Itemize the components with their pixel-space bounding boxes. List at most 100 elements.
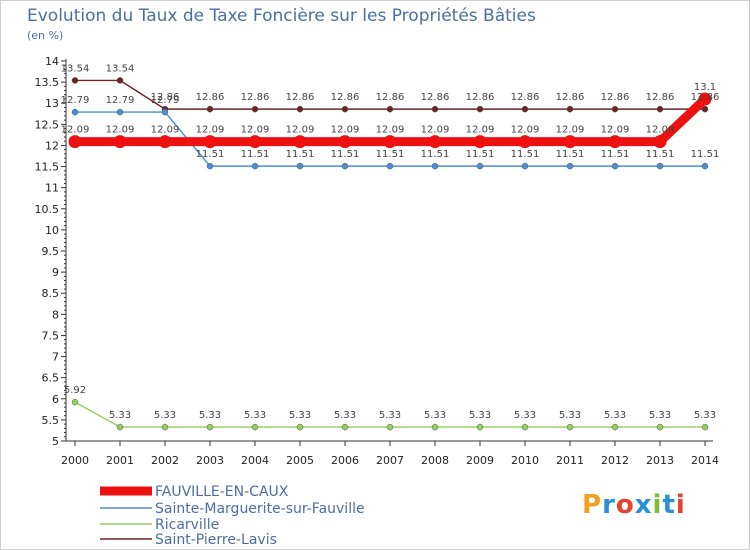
- data-point: [611, 105, 619, 113]
- data-label: 12.09: [241, 125, 270, 136]
- data-label: 12.86: [466, 92, 495, 103]
- x-tick-label: 2007: [376, 454, 404, 467]
- data-point: [206, 105, 214, 113]
- data-point: [386, 105, 394, 113]
- data-label: 12.86: [691, 92, 720, 103]
- y-tick-label: 10: [45, 224, 59, 237]
- data-label: 11.51: [466, 149, 495, 160]
- y-tick-label: 10.5: [35, 203, 60, 216]
- data-point: [251, 105, 259, 113]
- data-label: 5.33: [514, 410, 536, 421]
- x-tick-label: 2002: [151, 454, 179, 467]
- data-label: 5.33: [604, 410, 626, 421]
- data-point: [296, 423, 304, 431]
- data-label: 11.51: [421, 149, 450, 160]
- data-label: 5.33: [199, 410, 221, 421]
- data-label: 5.33: [289, 410, 311, 421]
- data-label: 12.79: [151, 95, 180, 106]
- data-point: [71, 108, 79, 116]
- data-point: [296, 162, 304, 170]
- y-tick-label: 6.5: [42, 372, 60, 385]
- y-tick-label: 12: [45, 139, 59, 152]
- y-tick-label: 8.5: [42, 287, 60, 300]
- data-label: 5.33: [379, 410, 401, 421]
- x-tick-label: 2011: [556, 454, 584, 467]
- x-tick-label: 2008: [421, 454, 449, 467]
- data-point: [71, 77, 79, 84]
- data-label: 12.09: [556, 125, 585, 136]
- data-label: 12.09: [331, 125, 360, 136]
- x-tick-label: 2003: [196, 454, 224, 467]
- data-point: [521, 423, 529, 431]
- data-point: [203, 135, 217, 149]
- data-point: [566, 423, 574, 431]
- y-tick-label: 7.5: [42, 329, 60, 342]
- data-point: [248, 135, 262, 149]
- data-point: [386, 423, 394, 431]
- data-point: [698, 92, 712, 106]
- data-label: 5.33: [424, 410, 446, 421]
- data-label: 12.86: [556, 92, 585, 103]
- data-point: [251, 162, 259, 170]
- data-point: [521, 162, 529, 170]
- data-point: [701, 162, 709, 170]
- data-point: [611, 423, 619, 431]
- legend-label: Saint-Pierre-Lavis: [155, 532, 277, 548]
- logo-letter: x: [634, 490, 653, 520]
- logo-letter: i: [652, 490, 663, 520]
- data-label: 11.51: [601, 149, 630, 160]
- data-point: [161, 423, 169, 431]
- y-tick-label: 7: [52, 351, 59, 364]
- data-label: 12.09: [196, 125, 225, 136]
- x-tick-label: 2012: [601, 454, 629, 467]
- x-tick-label: 2014: [691, 454, 719, 467]
- data-label: 5.33: [334, 410, 356, 421]
- logo-letter: o: [615, 490, 635, 520]
- chart-title: Evolution du Taux de Taxe Foncière sur l…: [27, 6, 536, 26]
- data-label: 11.51: [196, 149, 225, 160]
- data-point: [431, 105, 439, 113]
- data-label: 12.86: [646, 92, 675, 103]
- logo-letter: i: [675, 490, 686, 520]
- logo-letter: P: [582, 490, 603, 520]
- x-tick-label: 2005: [286, 454, 314, 467]
- data-label: 11.51: [691, 149, 720, 160]
- data-label: 12.09: [466, 125, 495, 136]
- data-point: [158, 135, 172, 149]
- data-label: 11.51: [556, 149, 585, 160]
- legend-label: Sainte-Marguerite-sur-Fauville: [155, 501, 365, 517]
- data-label: 5.33: [469, 410, 491, 421]
- data-point: [518, 135, 532, 149]
- data-label: 12.09: [151, 125, 180, 136]
- x-tick-label: 2001: [106, 454, 134, 467]
- y-tick-label: 9.5: [42, 245, 60, 258]
- data-label: 12.09: [106, 125, 135, 136]
- data-point: [68, 135, 82, 149]
- data-point: [521, 105, 529, 113]
- x-tick-label: 2000: [61, 454, 89, 467]
- legend-label: Ricarville: [155, 517, 219, 533]
- data-label: 12.86: [601, 92, 630, 103]
- data-label: 5.33: [244, 410, 266, 421]
- data-label: 13.54: [106, 63, 135, 74]
- data-label: 12.09: [601, 125, 630, 136]
- data-label: 11.51: [511, 149, 540, 160]
- data-label: 12.09: [61, 125, 90, 136]
- y-tick-label: 11.5: [35, 161, 60, 174]
- data-point: [341, 105, 349, 113]
- data-point: [116, 423, 124, 431]
- data-point: [476, 423, 484, 431]
- data-label: 12.86: [421, 92, 450, 103]
- data-point: [701, 105, 709, 113]
- data-label: 12.79: [61, 95, 90, 106]
- data-point: [431, 162, 439, 170]
- logo-letter: r: [602, 490, 616, 520]
- data-point: [338, 135, 352, 149]
- x-tick-label: 2009: [466, 454, 494, 467]
- data-point: [476, 162, 484, 170]
- data-label: 11.51: [376, 149, 405, 160]
- y-tick-label: 5.5: [42, 414, 60, 427]
- y-tick-label: 13.5: [35, 76, 60, 89]
- data-label: 11.51: [286, 149, 315, 160]
- data-label: 5.33: [694, 410, 716, 421]
